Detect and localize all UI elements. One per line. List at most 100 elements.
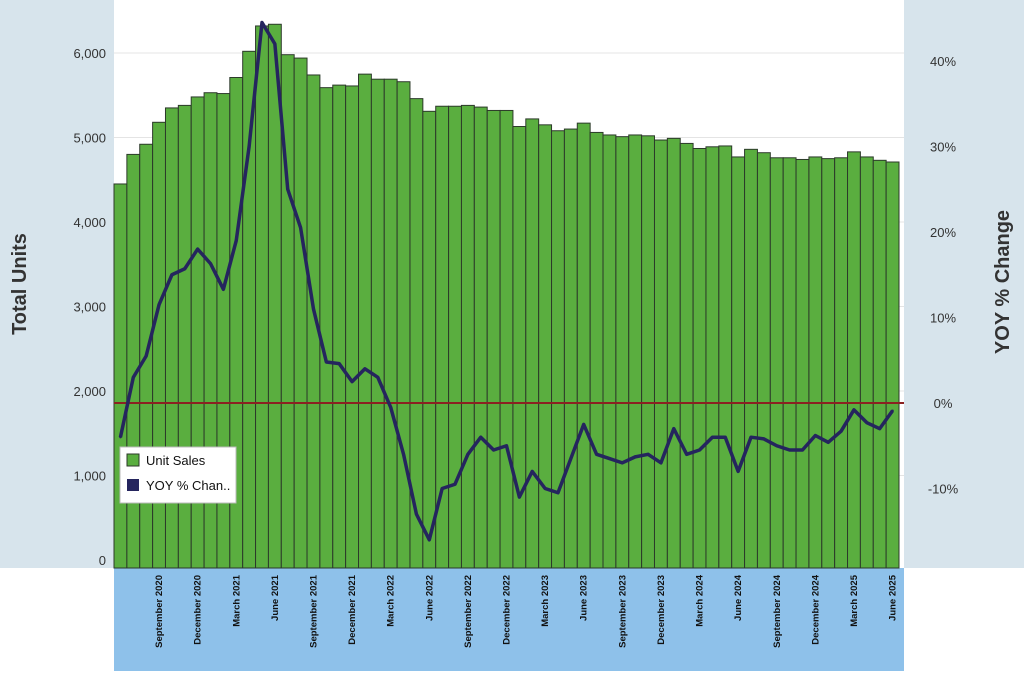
bar-unit-sales-21 bbox=[383, 78, 398, 569]
x-tick-label-6: March 2022 bbox=[386, 575, 397, 627]
bar-unit-sales-57 bbox=[847, 151, 861, 569]
right-axis-title: YOY % Change bbox=[992, 210, 1014, 354]
x-tick-label-0: September 2020 bbox=[154, 575, 165, 648]
yoy-point-52 bbox=[788, 448, 791, 452]
yoy-point-1 bbox=[132, 376, 135, 379]
bar-unit-sales-59 bbox=[872, 159, 887, 569]
bar-unit-sales-52 bbox=[782, 157, 797, 569]
yoy-point-45 bbox=[698, 448, 701, 452]
bar-unit-sales-42 bbox=[653, 139, 668, 569]
bar-unit-sales-14 bbox=[293, 57, 308, 569]
left-tick-label-0: 0 bbox=[99, 553, 106, 568]
yoy-point-28 bbox=[479, 436, 482, 439]
yoy-point-3 bbox=[157, 303, 161, 306]
x-tick-label-14: March 2024 bbox=[695, 574, 706, 626]
bar-unit-sales-22 bbox=[396, 81, 411, 569]
x-tick-label-10: March 2023 bbox=[540, 575, 551, 627]
x-tick-label-19: June 2025 bbox=[888, 574, 899, 621]
yoy-point-6 bbox=[196, 247, 199, 251]
bar-unit-sales-56 bbox=[834, 157, 849, 569]
yoy-point-39 bbox=[621, 461, 624, 465]
yoy-point-60 bbox=[891, 409, 894, 412]
yoy-point-42 bbox=[659, 461, 663, 465]
left-axis-title: Total Units bbox=[9, 233, 31, 335]
yoy-point-17 bbox=[338, 362, 341, 365]
bar-unit-sales-38 bbox=[602, 134, 617, 569]
left-tick-label-4: 4,000 bbox=[73, 215, 106, 230]
bar-unit-sales-47 bbox=[718, 145, 733, 569]
bar-unit-sales-31 bbox=[512, 126, 527, 569]
bar-unit-sales-30 bbox=[499, 109, 514, 569]
x-tick-label-12: September 2023 bbox=[617, 575, 628, 648]
x-tick-label-17: December 2024 bbox=[810, 574, 821, 644]
yoy-point-31 bbox=[518, 495, 521, 499]
legend-label-yoy: YOY % Chan.. bbox=[146, 478, 230, 493]
bar-unit-sales-19 bbox=[358, 73, 372, 569]
bar-unit-sales-40 bbox=[628, 134, 643, 569]
yoy-point-48 bbox=[736, 470, 740, 473]
x-tick-label-8: September 2022 bbox=[463, 575, 474, 648]
bar-unit-sales-34 bbox=[551, 130, 565, 569]
right-tick-label-4: 30% bbox=[930, 140, 956, 155]
legend-swatch-unit-sales bbox=[126, 453, 140, 467]
x-tick-label-7: June 2022 bbox=[424, 575, 435, 621]
right-tick-label-0: -10% bbox=[928, 482, 959, 497]
bar-unit-sales-60 bbox=[885, 161, 900, 569]
bar-unit-sales-33 bbox=[538, 124, 553, 569]
x-tick-label-4: September 2021 bbox=[308, 574, 319, 648]
bar-unit-sales-18 bbox=[345, 85, 360, 569]
yoy-point-34 bbox=[556, 491, 560, 494]
yoy-point-12 bbox=[273, 42, 277, 46]
bar-unit-sales-45 bbox=[692, 147, 707, 569]
yoy-point-22 bbox=[402, 453, 405, 456]
yoy-point-33 bbox=[543, 487, 547, 490]
yoy-point-15 bbox=[312, 307, 315, 311]
yoy-point-24 bbox=[428, 538, 431, 541]
yoy-point-55 bbox=[827, 441, 830, 444]
yoy-point-58 bbox=[865, 421, 869, 424]
bar-unit-sales-20 bbox=[370, 78, 385, 569]
bar-unit-sales-10 bbox=[242, 50, 257, 569]
yoy-point-5 bbox=[183, 267, 186, 270]
x-tick-label-18: March 2025 bbox=[849, 574, 860, 626]
yoy-point-23 bbox=[415, 512, 418, 516]
bar-unit-sales-11 bbox=[255, 25, 269, 569]
yoy-point-19 bbox=[363, 367, 367, 370]
legend-swatch-yoy bbox=[127, 479, 139, 491]
yoy-point-41 bbox=[646, 453, 650, 456]
x-tick-label-9: December 2022 bbox=[502, 575, 513, 645]
yoy-point-2 bbox=[144, 354, 148, 358]
bar-unit-sales-32 bbox=[525, 118, 540, 569]
right-axis-ticks: -10% 0% 10% 20% 30% 40% bbox=[928, 54, 959, 497]
unit-sales-bars bbox=[113, 23, 900, 569]
bar-unit-sales-35 bbox=[563, 128, 578, 569]
yoy-point-27 bbox=[466, 453, 470, 456]
yoy-point-26 bbox=[453, 483, 457, 486]
bar-unit-sales-36 bbox=[576, 122, 591, 569]
yoy-point-37 bbox=[595, 453, 598, 456]
bar-unit-sales-46 bbox=[705, 146, 720, 569]
yoy-point-18 bbox=[350, 380, 354, 383]
x-axis-panel bbox=[114, 568, 904, 671]
bar-unit-sales-1 bbox=[126, 153, 141, 569]
x-tick-label-1: December 2020 bbox=[193, 575, 204, 645]
x-tick-label-16: September 2024 bbox=[772, 574, 783, 648]
yoy-point-51 bbox=[775, 444, 778, 447]
left-tick-label-3: 3,000 bbox=[73, 300, 106, 315]
yoy-point-36 bbox=[582, 423, 585, 426]
bar-unit-sales-25 bbox=[435, 105, 450, 569]
yoy-point-8 bbox=[222, 288, 225, 291]
yoy-point-57 bbox=[852, 408, 856, 412]
bar-unit-sales-44 bbox=[679, 142, 694, 569]
yoy-point-43 bbox=[672, 427, 675, 430]
bar-unit-sales-27 bbox=[460, 104, 475, 569]
yoy-point-46 bbox=[711, 436, 714, 439]
yoy-point-9 bbox=[235, 239, 238, 242]
yoy-point-21 bbox=[389, 406, 392, 409]
left-axis-ticks: 0 1,000 2,000 3,000 4,000 5,000 6,000 bbox=[73, 46, 106, 568]
bar-unit-sales-48 bbox=[731, 156, 746, 569]
legend-label-unit-sales: Unit Sales bbox=[146, 453, 206, 468]
yoy-point-50 bbox=[762, 437, 766, 441]
left-tick-label-6: 6,000 bbox=[73, 46, 106, 61]
bar-unit-sales-50 bbox=[756, 152, 771, 569]
